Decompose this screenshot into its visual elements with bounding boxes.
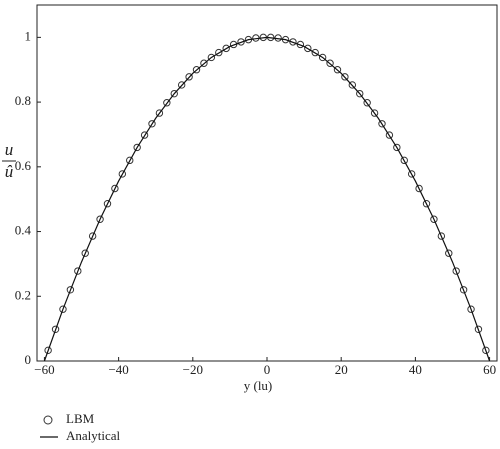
- data-point: [385, 131, 394, 139]
- data-point: [185, 73, 193, 81]
- legend-label: LBM: [66, 411, 95, 426]
- data-point: [74, 267, 82, 275]
- data-point: [422, 200, 431, 208]
- data-point: [111, 184, 119, 193]
- data-point: [215, 48, 223, 57]
- data-point: [348, 81, 357, 89]
- data-point: [452, 267, 460, 275]
- x-tick-label: 0: [264, 362, 271, 377]
- x-tick-label: 20: [335, 362, 348, 377]
- data-point: [148, 120, 156, 128]
- x-tick-label: −20: [183, 362, 203, 377]
- x-tick-label: −60: [34, 362, 54, 377]
- data-point: [356, 89, 364, 98]
- data-point: [407, 170, 416, 178]
- data-point: [44, 346, 52, 355]
- data-point: [333, 66, 342, 74]
- data-point: [341, 73, 349, 81]
- x-tick-label: 40: [409, 362, 422, 377]
- data-point: [59, 305, 67, 313]
- data-point: [430, 215, 438, 223]
- legend-label: Analytical: [66, 428, 121, 443]
- data-point: [237, 38, 245, 46]
- data-point: [155, 109, 164, 117]
- data-point: [467, 305, 475, 313]
- y-tick-label: 1: [25, 28, 32, 43]
- data-point: [140, 131, 149, 139]
- data-point: [370, 109, 379, 117]
- y-tick-label: 0: [25, 352, 32, 367]
- data-point: [207, 53, 216, 62]
- data-point: [133, 143, 141, 152]
- data-point: [393, 143, 401, 152]
- data-point: [222, 44, 230, 53]
- x-tick-label: −40: [108, 362, 128, 377]
- data-point: [318, 53, 327, 62]
- data-point: [437, 232, 446, 240]
- data-point: [118, 170, 127, 178]
- data-point: [304, 44, 312, 53]
- data-point: [88, 232, 97, 240]
- data-point: [378, 120, 386, 128]
- plot-frame: [36, 4, 498, 362]
- data-point: [170, 89, 178, 98]
- data-point: [66, 286, 75, 294]
- data-point: [363, 99, 371, 107]
- y-axis-label-denominator: û: [5, 162, 14, 181]
- data-line: [43, 36, 491, 362]
- y-axis-label-numerator: u: [5, 140, 14, 159]
- data-point: [459, 286, 468, 294]
- data-point: [326, 59, 334, 67]
- data-point: [96, 215, 104, 223]
- data-point: [51, 325, 60, 333]
- y-tick-label: 0.4: [15, 223, 32, 238]
- data-point: [445, 249, 453, 257]
- x-axis-label: y (lu): [244, 378, 273, 393]
- data-point: [126, 156, 134, 165]
- legend-marker: [43, 415, 53, 425]
- data-point: [163, 99, 171, 107]
- x-tick-label: 60: [483, 362, 496, 377]
- data-point: [474, 325, 483, 333]
- data-point: [400, 156, 408, 165]
- data-point: [103, 200, 112, 208]
- data-point: [482, 346, 490, 355]
- data-point: [177, 81, 186, 89]
- data-point: [415, 184, 423, 193]
- y-tick-label: 0.2: [15, 287, 31, 302]
- y-tick-label: 0.8: [15, 93, 31, 108]
- data-point: [289, 38, 297, 46]
- data-point: [200, 59, 208, 67]
- y-tick-label: 0.6: [15, 158, 32, 173]
- data-point: [192, 66, 201, 74]
- data-point: [81, 249, 89, 257]
- data-point: [311, 48, 319, 57]
